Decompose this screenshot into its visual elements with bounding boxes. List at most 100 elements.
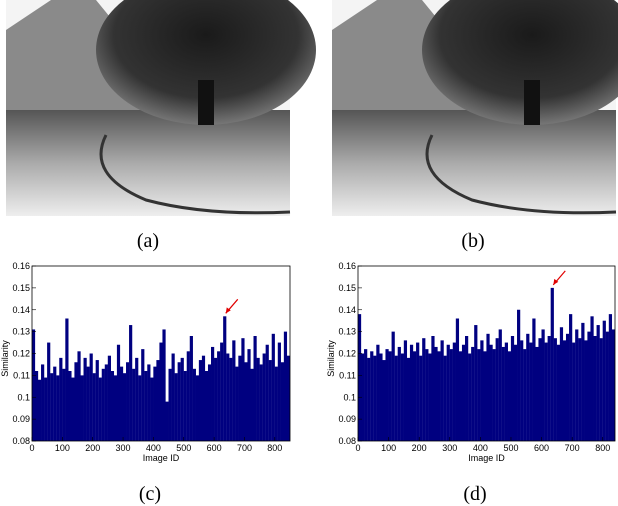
bar <box>535 346 539 441</box>
bar <box>379 353 383 441</box>
bar <box>440 340 444 441</box>
y-axis-label: Similarity <box>0 340 10 377</box>
bar <box>214 357 218 441</box>
bar <box>95 360 99 441</box>
bar <box>373 355 377 441</box>
bar <box>119 366 124 441</box>
caption: (d) <box>463 483 486 505</box>
bar <box>141 349 145 441</box>
bar <box>465 336 469 441</box>
bar <box>602 320 606 441</box>
bar <box>86 366 90 441</box>
bar <box>283 331 288 441</box>
bar <box>110 371 115 441</box>
bar <box>62 368 66 441</box>
bar <box>486 333 490 441</box>
bar <box>229 357 233 441</box>
bar <box>159 342 163 441</box>
bar <box>162 329 166 441</box>
bar <box>129 325 133 441</box>
y-tick-label: 0.16 <box>12 261 30 271</box>
bar <box>357 314 362 441</box>
bar <box>412 351 417 441</box>
caption: (b) <box>461 230 484 252</box>
bar <box>480 340 484 441</box>
y-tick-label: 0.09 <box>338 414 356 424</box>
bar <box>286 355 291 441</box>
x-tick-label: 100 <box>381 443 396 453</box>
bar <box>541 329 545 441</box>
bar <box>385 349 389 441</box>
bar <box>171 353 175 441</box>
bar <box>132 368 136 441</box>
bar <box>220 342 224 441</box>
bar <box>477 349 481 441</box>
y-tick-label: 0.12 <box>12 349 30 359</box>
y-tick-label: 0.08 <box>338 436 356 446</box>
y-tick-label: 0.12 <box>338 349 356 359</box>
x-tick-label: 200 <box>85 443 100 453</box>
bar <box>65 318 69 441</box>
bar <box>271 333 275 441</box>
bar <box>198 360 203 441</box>
y-tick-label: 0.15 <box>12 283 30 293</box>
bar <box>409 344 414 441</box>
bar <box>217 351 221 441</box>
bar <box>422 338 426 441</box>
bar <box>192 368 196 441</box>
bar <box>195 375 200 441</box>
bar <box>144 371 148 441</box>
bar <box>523 349 527 441</box>
bar <box>211 346 215 441</box>
bar <box>101 368 105 441</box>
bar <box>89 353 93 441</box>
bar <box>104 364 108 441</box>
x-tick-label: 700 <box>565 443 580 453</box>
bar <box>174 373 178 441</box>
annotation-arrowhead <box>225 307 231 314</box>
x-tick-label: 0 <box>355 443 360 453</box>
bar <box>578 338 582 441</box>
bar <box>34 371 39 441</box>
bar <box>156 360 160 441</box>
bar <box>449 349 453 441</box>
bar <box>513 344 518 441</box>
x-tick-label: 700 <box>237 443 252 453</box>
x-tick-label: 500 <box>176 443 191 453</box>
bar <box>168 368 172 441</box>
bar <box>280 362 285 441</box>
photo-a <box>4 0 318 218</box>
bar <box>201 355 206 441</box>
bar <box>265 344 269 441</box>
bar <box>31 329 36 441</box>
bar <box>147 364 151 441</box>
x-tick-label: 600 <box>534 443 549 453</box>
bar <box>207 364 212 441</box>
bar <box>50 373 54 441</box>
bar <box>364 349 368 441</box>
y-tick-label: 0.13 <box>338 327 356 337</box>
x-tick-label: 400 <box>146 443 161 453</box>
bar <box>544 342 548 441</box>
bar <box>247 349 251 441</box>
bar <box>59 357 63 441</box>
x-tick-label: 200 <box>412 443 427 453</box>
bar <box>92 373 96 441</box>
y-tick-label: 0.08 <box>12 436 30 446</box>
bar <box>532 318 536 441</box>
bar <box>458 351 463 441</box>
bar <box>406 357 411 441</box>
bar <box>74 362 78 441</box>
bar <box>605 331 609 441</box>
bar <box>452 342 456 441</box>
bar <box>501 346 505 441</box>
bar <box>116 344 121 441</box>
bar <box>98 377 102 441</box>
bar <box>256 357 260 441</box>
bar <box>391 331 395 441</box>
x-axis-label: Image ID <box>143 453 180 463</box>
x-tick-label: 600 <box>207 443 222 453</box>
bar <box>189 336 193 441</box>
bar <box>575 329 579 441</box>
bar <box>37 379 42 441</box>
